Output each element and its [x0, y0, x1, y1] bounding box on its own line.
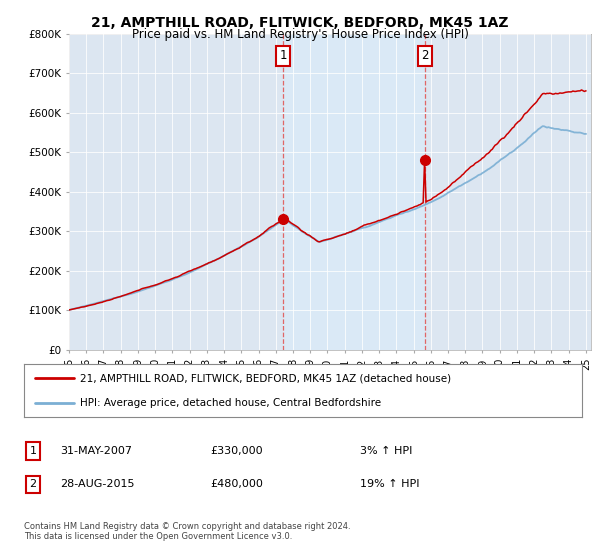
- Text: 31-MAY-2007: 31-MAY-2007: [60, 446, 132, 456]
- Text: 1: 1: [29, 446, 37, 456]
- Text: Price paid vs. HM Land Registry's House Price Index (HPI): Price paid vs. HM Land Registry's House …: [131, 28, 469, 41]
- Text: £480,000: £480,000: [210, 479, 263, 489]
- Text: 21, AMPTHILL ROAD, FLITWICK, BEDFORD, MK45 1AZ (detached house): 21, AMPTHILL ROAD, FLITWICK, BEDFORD, MK…: [80, 374, 451, 384]
- Text: Contains HM Land Registry data © Crown copyright and database right 2024.
This d: Contains HM Land Registry data © Crown c…: [24, 522, 350, 542]
- Text: £330,000: £330,000: [210, 446, 263, 456]
- Text: 1: 1: [279, 49, 287, 62]
- Bar: [283, 34, 425, 350]
- Text: 3% ↑ HPI: 3% ↑ HPI: [360, 446, 412, 456]
- Text: 21, AMPTHILL ROAD, FLITWICK, BEDFORD, MK45 1AZ: 21, AMPTHILL ROAD, FLITWICK, BEDFORD, MK…: [91, 16, 509, 30]
- Text: 19% ↑ HPI: 19% ↑ HPI: [360, 479, 419, 489]
- Text: 2: 2: [29, 479, 37, 489]
- Text: 2: 2: [421, 49, 429, 62]
- Text: 28-AUG-2015: 28-AUG-2015: [60, 479, 134, 489]
- Text: HPI: Average price, detached house, Central Bedfordshire: HPI: Average price, detached house, Cent…: [80, 398, 381, 408]
